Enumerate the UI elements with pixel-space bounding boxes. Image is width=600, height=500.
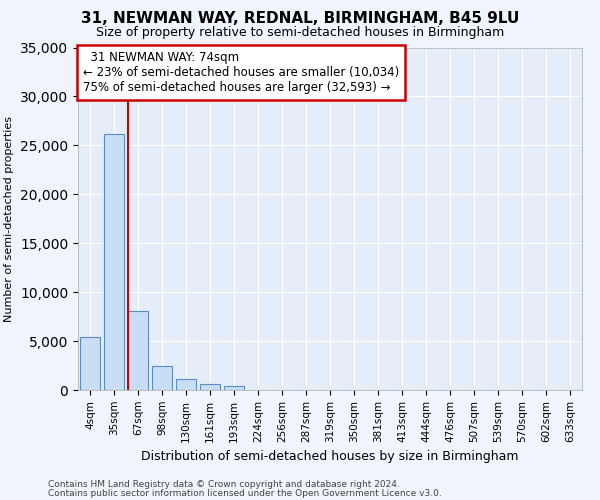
Y-axis label: Number of semi-detached properties: Number of semi-detached properties <box>4 116 14 322</box>
Bar <box>200 384 220 390</box>
Text: 31, NEWMAN WAY, REDNAL, BIRMINGHAM, B45 9LU: 31, NEWMAN WAY, REDNAL, BIRMINGHAM, B45 … <box>81 11 519 26</box>
Bar <box>176 379 196 390</box>
Bar <box>224 386 244 390</box>
Bar <box>152 366 172 390</box>
Bar <box>104 134 124 390</box>
Text: Contains public sector information licensed under the Open Government Licence v3: Contains public sector information licen… <box>48 488 442 498</box>
X-axis label: Distribution of semi-detached houses by size in Birmingham: Distribution of semi-detached houses by … <box>141 450 519 463</box>
Text: 31 NEWMAN WAY: 74sqm  
← 23% of semi-detached houses are smaller (10,034)
75% of: 31 NEWMAN WAY: 74sqm ← 23% of semi-detac… <box>83 51 399 94</box>
Text: Size of property relative to semi-detached houses in Birmingham: Size of property relative to semi-detach… <box>96 26 504 39</box>
Text: Contains HM Land Registry data © Crown copyright and database right 2024.: Contains HM Land Registry data © Crown c… <box>48 480 400 489</box>
Bar <box>128 310 148 390</box>
Bar <box>80 337 100 390</box>
